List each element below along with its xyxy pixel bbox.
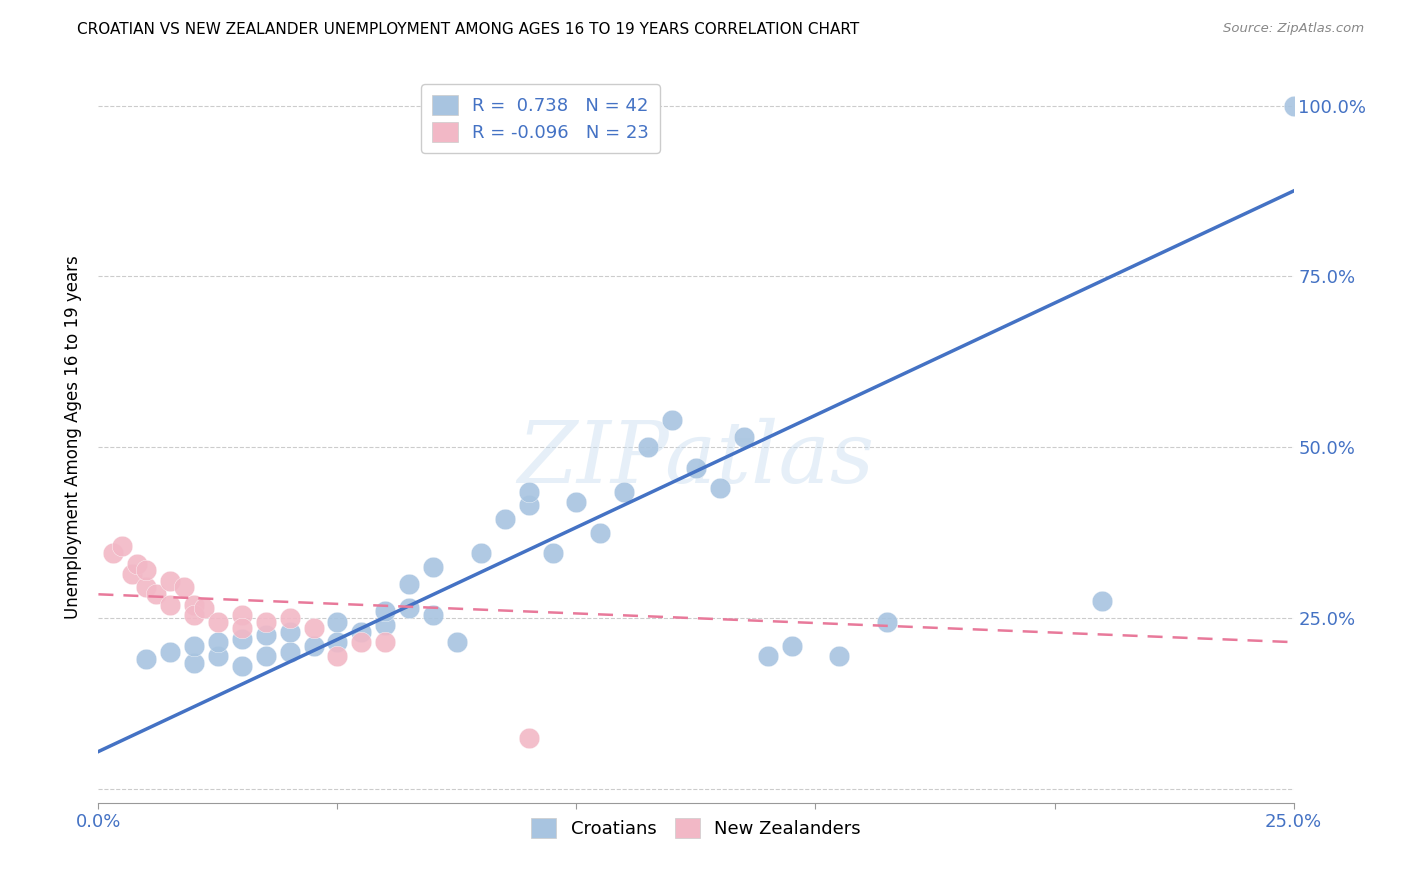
Point [733,430,755,444]
Point [145,587,167,601]
Point [374,635,396,649]
Point [183,607,205,622]
Point [278,645,301,659]
Point [125,557,148,571]
Point [326,635,349,649]
Point [183,598,205,612]
Point [589,525,612,540]
Legend: Croatians, New Zealanders: Croatians, New Zealanders [524,811,868,845]
Point [135,652,157,666]
Point [159,598,181,612]
Point [135,581,157,595]
Point [101,546,124,560]
Point [374,618,396,632]
Point [709,481,731,495]
Point [231,607,253,622]
Point [278,624,301,639]
Point [1091,594,1114,608]
Point [183,656,205,670]
Point [422,560,444,574]
Point [446,635,468,649]
Point [207,635,229,649]
Point [541,546,564,560]
Point [135,563,157,577]
Point [517,484,540,499]
Point [374,604,396,618]
Text: CROATIAN VS NEW ZEALANDER UNEMPLOYMENT AMONG AGES 16 TO 19 YEARS CORRELATION CHA: CROATIAN VS NEW ZEALANDER UNEMPLOYMENT A… [77,22,859,37]
Point [756,648,779,663]
Point [613,484,636,499]
Point [183,639,205,653]
Point [207,648,229,663]
Point [173,581,195,595]
Point [159,645,181,659]
Point [326,648,349,663]
Point [302,639,325,653]
Point [111,540,134,554]
Point [470,546,492,560]
Point [1282,98,1305,112]
Point [398,601,420,615]
Point [121,566,143,581]
Point [422,607,444,622]
Point [637,440,659,454]
Point [278,611,301,625]
Point [350,635,373,649]
Point [231,659,253,673]
Point [685,460,707,475]
Point [517,499,540,513]
Point [254,648,277,663]
Point [876,615,898,629]
Point [193,601,215,615]
Point [231,622,253,636]
Point [780,639,803,653]
Point [828,648,851,663]
Point [494,512,516,526]
Point [398,577,420,591]
Point [326,615,349,629]
Text: ZIPatlas: ZIPatlas [517,417,875,500]
Point [350,624,373,639]
Y-axis label: Unemployment Among Ages 16 to 19 years: Unemployment Among Ages 16 to 19 years [65,255,83,619]
Point [254,628,277,642]
Point [207,615,229,629]
Point [302,622,325,636]
Point [254,615,277,629]
Point [565,495,588,509]
Point [159,574,181,588]
Point [517,731,540,745]
Text: Source: ZipAtlas.com: Source: ZipAtlas.com [1223,22,1364,36]
Point [231,632,253,646]
Point [661,413,683,427]
